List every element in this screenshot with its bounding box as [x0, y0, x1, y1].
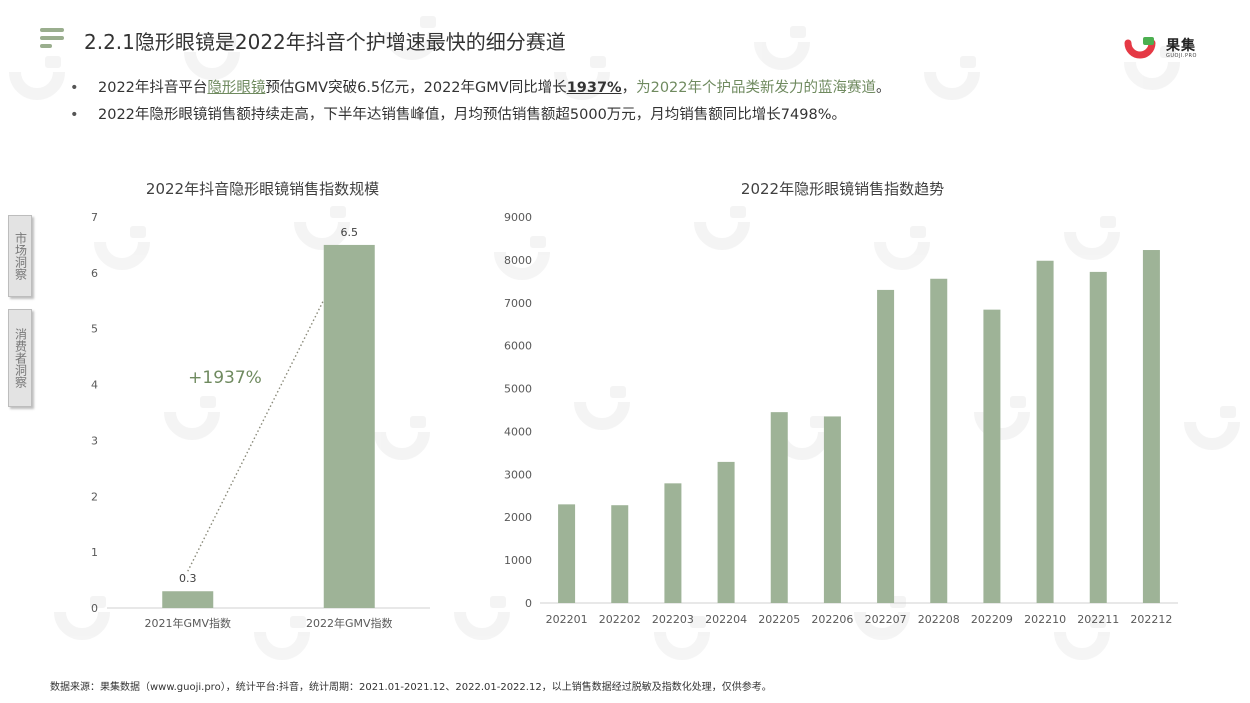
x-tick-label: 202206	[811, 613, 853, 626]
data-label: 0.3	[179, 572, 197, 585]
y-tick-label: 8000	[504, 254, 532, 267]
bar	[664, 483, 682, 603]
bar	[823, 416, 841, 603]
growth-connector-line	[187, 299, 325, 572]
guoji-watermark-icon	[754, 26, 810, 70]
guoji-watermark-icon	[924, 56, 980, 100]
y-tick-label: 9000	[504, 211, 532, 224]
bar	[930, 278, 948, 603]
guoji-watermark-icon	[9, 56, 65, 100]
chart2-title: 2022年隐形眼镜销售指数趋势	[740, 180, 945, 198]
chart1-title: 2022年抖音隐形眼镜销售指数规模	[145, 180, 380, 198]
y-tick-label: 0	[91, 602, 98, 615]
guoji-watermark-icon	[1184, 406, 1240, 450]
x-tick-label: 202202	[599, 613, 641, 626]
bullet-dot: •	[70, 107, 79, 123]
y-tick-label: 7000	[504, 297, 532, 310]
side-tab-consumer-insight[interactable]: 消费者洞察	[8, 309, 32, 407]
x-tick-label: 202211	[1077, 613, 1119, 626]
bar	[1036, 260, 1054, 603]
bar	[162, 591, 214, 608]
bar	[611, 505, 629, 603]
footnote-source: 数据来源：果集数据（www.guoji.pro），统计平台:抖音，统计周期：20…	[50, 682, 772, 693]
y-tick-label: 2000	[504, 511, 532, 524]
x-tick-label: 202208	[918, 613, 960, 626]
y-tick-label: 4000	[504, 425, 532, 438]
x-tick-label: 202212	[1130, 613, 1172, 626]
y-tick-label: 5000	[504, 383, 532, 396]
side-tab-market-insight[interactable]: 市场洞察	[8, 215, 32, 297]
bar	[983, 309, 1001, 603]
logo-name: 果集	[1166, 38, 1196, 54]
bullet-1-highlight: 隐形眼镜	[207, 80, 266, 96]
bullet-dot: •	[70, 80, 79, 96]
bullet-2: • 2022年隐形眼镜销售额持续走高，下半年达销售峰值，月均预估销售额超5000万…	[70, 103, 846, 124]
x-tick-label: 202210	[1024, 613, 1066, 626]
chart2-monthly-trend: 0 1000 2000 3000 4000 5000 6000 7000 8000 9000 202…	[504, 211, 1178, 626]
bullet-2-text: 2022年隐形眼镜销售额持续走高，下半年达销售峰值，月均预估销售额超5000万元…	[98, 107, 846, 123]
y-tick-label: 2	[91, 490, 98, 503]
guoji-logo-icon	[1124, 37, 1156, 59]
y-tick-label: 1000	[504, 554, 532, 567]
bar	[1089, 271, 1107, 603]
y-tick-label: 6000	[504, 340, 532, 353]
bar	[877, 289, 895, 603]
logo-subtext: GUOJI.PRO	[1166, 53, 1197, 59]
x-tick-label: 202204	[705, 613, 747, 626]
y-tick-label: 0	[525, 597, 532, 610]
bullet-1: • 2022年抖音平台隐形眼镜预估GMV突破6.5亿元，2022年GMV同比增长1…	[70, 76, 891, 97]
x-tick-label: 202201	[546, 613, 588, 626]
y-tick-label: 3000	[504, 468, 532, 481]
bar	[1142, 250, 1160, 603]
bullet-1-conclusion: 为2022年个护品类新发力的蓝海赛道	[636, 80, 876, 96]
y-tick-label: 3	[91, 434, 98, 447]
x-tick-label: 2022年GMV指数	[306, 616, 393, 630]
bullet-1-comma: ，	[621, 80, 637, 96]
x-tick-label: 202209	[971, 613, 1013, 626]
y-tick-label: 6	[91, 267, 98, 280]
bullet-1-text-a: 2022年抖音平台	[98, 80, 208, 96]
chart1-gmv-index: 0 1 2 3 4 5 6 7 0.3 2021年GMV指数 6.5 2022年GMV指数 +1937%	[91, 211, 430, 630]
x-tick-label: 2021年GMV指数	[144, 616, 231, 630]
page-title: 2.2.1隐形眼镜是2022年抖音个护增速最快的细分赛道	[84, 30, 566, 54]
y-tick-label: 7	[91, 211, 98, 224]
y-tick-label: 1	[91, 546, 98, 559]
x-tick-label: 202207	[865, 613, 907, 626]
bar	[558, 504, 576, 603]
y-tick-label: 5	[91, 323, 98, 336]
x-tick-label: 202203	[652, 613, 694, 626]
bullet-1-growth: 1937%	[566, 80, 622, 96]
data-label: 6.5	[341, 226, 359, 239]
menu-icon	[40, 28, 64, 50]
bullet-1-text-b: 预估GMV突破6.5亿元，2022年GMV同比增长	[265, 80, 567, 96]
bullet-1-end: 。	[876, 80, 891, 96]
growth-annotation: +1937%	[188, 368, 262, 388]
bar	[717, 461, 735, 603]
x-tick-label: 202205	[758, 613, 800, 626]
y-tick-label: 4	[91, 379, 98, 392]
bar	[770, 412, 788, 603]
guoji-logo: 果集 GUOJI.PRO	[1122, 33, 1212, 63]
bar	[323, 244, 375, 608]
